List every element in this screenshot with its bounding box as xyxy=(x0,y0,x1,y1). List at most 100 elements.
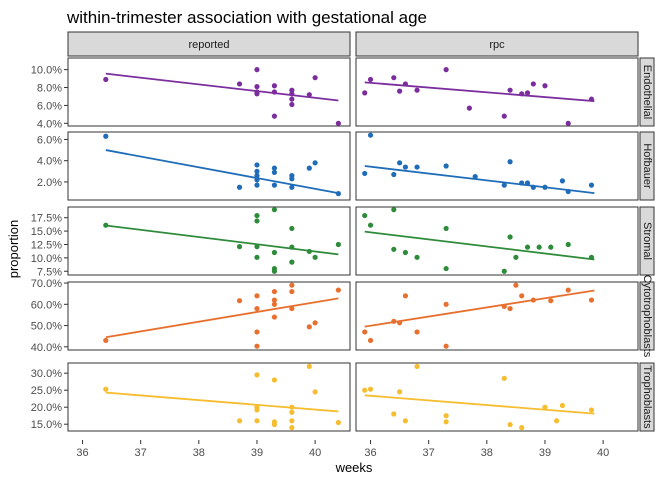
data-point xyxy=(548,298,554,304)
data-point xyxy=(391,318,397,324)
column-strip-rpc xyxy=(355,31,639,57)
data-point xyxy=(254,172,260,179)
trend-line xyxy=(364,394,595,415)
data-point xyxy=(588,254,595,260)
chart-title: within-trimester association with gestat… xyxy=(66,8,427,27)
data-point xyxy=(236,418,243,424)
trend-line xyxy=(364,165,595,194)
data-point xyxy=(271,314,278,320)
data-point xyxy=(289,259,295,265)
trend-line xyxy=(105,224,339,256)
y-tick-label: 60.0% xyxy=(31,299,62,311)
data-point xyxy=(507,234,513,240)
row-strip-cytotrophoblasts xyxy=(639,281,655,351)
data-point xyxy=(414,363,420,369)
x-tick-label: 39 xyxy=(539,447,551,459)
data-point xyxy=(565,287,571,293)
x-tick-label: 37 xyxy=(423,447,435,459)
data-point xyxy=(254,305,260,312)
data-point xyxy=(271,377,278,383)
data-point xyxy=(397,320,403,326)
data-point xyxy=(362,329,368,335)
data-point xyxy=(443,225,449,232)
data-point xyxy=(402,81,409,87)
data-point xyxy=(367,132,374,138)
data-point xyxy=(335,191,341,197)
data-point xyxy=(524,180,531,186)
data-point xyxy=(402,249,409,256)
data-point xyxy=(501,182,507,188)
data-point xyxy=(312,254,318,260)
panel-cytotrophoblasts-reported xyxy=(67,281,351,351)
data-point xyxy=(362,212,368,219)
y-tick-label: 6.0% xyxy=(37,134,62,146)
data-point xyxy=(271,182,278,188)
data-point xyxy=(254,91,260,97)
data-point xyxy=(271,89,278,95)
data-point xyxy=(254,177,260,183)
y-tick-label: 8.0% xyxy=(37,83,62,95)
data-point xyxy=(289,244,295,250)
data-point xyxy=(271,297,278,303)
data-point xyxy=(236,81,243,87)
data-point xyxy=(254,67,260,73)
data-point xyxy=(236,298,243,304)
data-point xyxy=(530,81,536,87)
data-point xyxy=(254,218,260,224)
y-tick-label: 70.0% xyxy=(31,278,62,290)
data-point xyxy=(271,165,278,171)
data-point xyxy=(588,297,595,303)
data-point xyxy=(254,372,260,378)
y-tick-label: 6.0% xyxy=(37,100,62,112)
data-point xyxy=(391,246,397,252)
data-point xyxy=(472,174,478,180)
data-point xyxy=(542,404,548,410)
column-strip-reported xyxy=(67,31,351,57)
data-point xyxy=(402,164,409,170)
data-point xyxy=(254,329,260,335)
row-strip-hofbauer xyxy=(639,131,655,201)
data-point xyxy=(443,67,449,73)
data-point xyxy=(254,244,260,250)
data-point xyxy=(254,182,260,188)
data-point xyxy=(254,254,260,260)
y-tick-label: 30.0% xyxy=(31,368,62,380)
panel-hofbauer-reported xyxy=(67,131,351,201)
data-point xyxy=(530,184,536,190)
data-point xyxy=(501,375,507,381)
data-point xyxy=(306,248,312,255)
data-point xyxy=(443,265,449,272)
data-point xyxy=(289,409,295,415)
y-tick-label: 50.0% xyxy=(31,321,62,333)
data-point xyxy=(507,421,513,428)
row-strip-stromal xyxy=(639,206,655,276)
panel-stromal-reported xyxy=(67,206,351,276)
data-point xyxy=(588,182,595,188)
y-tick-label: 4.0% xyxy=(37,118,62,130)
data-point xyxy=(306,92,312,98)
data-point xyxy=(335,419,341,426)
data-point xyxy=(306,165,312,171)
trend-line xyxy=(364,230,595,261)
data-point xyxy=(312,75,318,81)
x-tick-label: 40 xyxy=(309,447,321,459)
x-axis-title: weeks xyxy=(335,460,373,475)
data-point xyxy=(367,386,374,392)
facet-layer: reported rpc Endothelial 4.0% 6.0% 8.0% 10.0% H… xyxy=(31,31,655,459)
data-point xyxy=(443,301,449,307)
data-point xyxy=(519,293,525,299)
data-point xyxy=(588,96,595,102)
data-point xyxy=(536,244,542,250)
data-point xyxy=(306,363,312,369)
data-point xyxy=(524,90,531,96)
data-point xyxy=(507,87,513,93)
y-tick-label: 10.0% xyxy=(31,253,62,265)
data-point xyxy=(254,168,260,174)
data-point xyxy=(103,386,109,392)
data-point xyxy=(289,225,295,232)
data-point xyxy=(524,244,531,250)
data-point xyxy=(289,96,295,102)
data-point xyxy=(414,87,420,93)
